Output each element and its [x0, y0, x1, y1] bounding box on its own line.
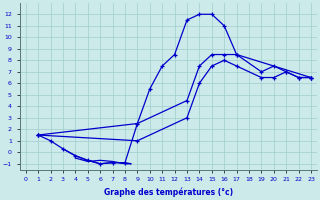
X-axis label: Graphe des températures (°c): Graphe des températures (°c) — [104, 188, 233, 197]
